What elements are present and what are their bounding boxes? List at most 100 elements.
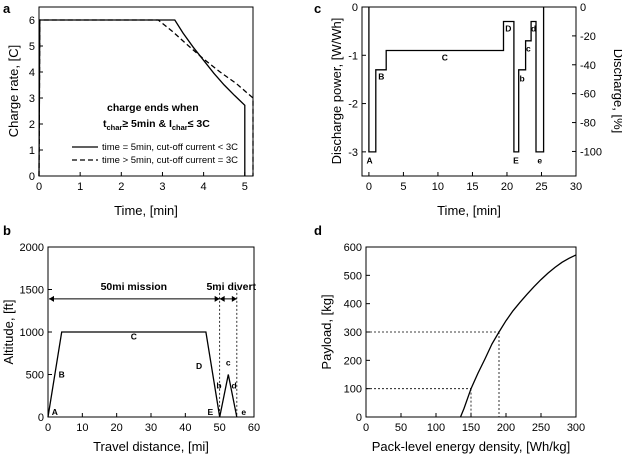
panel-d-ytick-label: 500: [344, 270, 362, 282]
panel-c-segment-labels: A B C D Eb c d e: [367, 23, 543, 165]
panel-b-ytick-label: 500: [26, 370, 44, 382]
panel-c-xtick-label: 15: [466, 181, 478, 193]
panel-b-segment-label: c: [226, 358, 231, 368]
mission-arrow-head-left: [49, 295, 54, 302]
panel-d-ytick-label: 100: [344, 384, 362, 396]
panel-a-ytick-label: 2: [29, 119, 35, 131]
panel-c-ytick-label: -3: [348, 147, 358, 159]
panel-d-ytick-label: 300: [344, 327, 362, 339]
panel-a-ytick-label: 5: [29, 41, 35, 53]
panel-d-series: [459, 254, 577, 418]
panel-a-ytick-label: 0: [29, 171, 35, 183]
panel-c-xtick-label: 10: [432, 181, 444, 193]
i-subscript: char: [172, 123, 188, 132]
panel-d-xtick-label: 100: [427, 422, 445, 434]
panel-c-letter: c: [314, 1, 321, 16]
panel-a-ytick-label: 3: [29, 93, 35, 105]
panel-b-segment-labels: A B C D Eb c d e: [52, 331, 247, 417]
panel-a-ytick-label: 1: [29, 145, 35, 157]
panel-c: c 0 5 10 15 20 25 30 0 -1 -2 -3 0 -20 -40 -60 -80 -100 A…: [314, 1, 622, 218]
panel-c-series-1-line: [368, 7, 545, 153]
panel-b-xtick-label: 20: [111, 422, 123, 434]
panel-a-xlabel: Time, [min]: [114, 203, 178, 218]
panel-b-xtick-label: 30: [145, 422, 157, 434]
panel-c-right-tick-label: -40: [580, 60, 596, 72]
panel-a-series-2-line: [38, 19, 254, 177]
panel-a-annotation-line1: charge ends when: [107, 102, 199, 114]
panel-d-xtick-label: 0: [363, 422, 369, 434]
panel-b-xtick-label: 60: [248, 422, 260, 434]
panel-d-ylabel: Payload, [kg]: [319, 294, 334, 369]
panel-b-segment-label: A: [52, 407, 58, 417]
panel-c-ylabel-right: Discharge, [%]: [611, 49, 622, 134]
panel-c-xtick-label: 30: [570, 181, 582, 193]
panel-c-ylabel: Discharge power, [W/Wh]: [329, 18, 344, 165]
panel-b-ticks: 0 10 20 30 40 50 60 0 500 1000 1500 2000: [20, 242, 261, 434]
panel-a-xtick-label: 5: [242, 181, 248, 193]
panel-c-xtick-label: 20: [501, 181, 513, 193]
panel-d-xlabel: Pack-level energy density, [Wh/kg]: [372, 439, 570, 454]
panel-b-segment-label: B: [59, 370, 65, 380]
panel-b-series: [47, 331, 238, 418]
panel-a-xtick-label: 1: [77, 181, 83, 193]
divert-arrow-head-left: [219, 295, 225, 302]
panel-d-series-1-line: [459, 254, 577, 418]
panel-c-segment-label: C: [442, 52, 448, 62]
panel-c-right-tick-label: -60: [580, 89, 596, 101]
panel-a-ylabel: Charge rate, [C]: [6, 45, 21, 138]
panel-a-ticks: 0 1 2 3 4 5 0 1 2 3 4 5 6: [29, 15, 248, 193]
divert-arrow-head-right: [231, 295, 237, 302]
panel-b-xtick-label: 10: [76, 422, 88, 434]
panel-c-segment-label: b: [520, 74, 525, 84]
condition-text: ≥ 5min & I: [122, 118, 172, 130]
limit-text: ≤ 3C: [188, 118, 211, 130]
panel-b-xtick-label: 0: [45, 422, 51, 434]
divert-label: 5mi divert: [206, 281, 256, 293]
panel-c-ytick-label: -1: [348, 50, 358, 62]
panel-b-xtick-label: 40: [179, 422, 191, 434]
panel-c-segment-label: B: [378, 72, 384, 82]
panel-d-ytick-label: 0: [356, 412, 362, 424]
panel-c-frame: [361, 6, 577, 177]
panel-b-ytick-label: 1500: [20, 285, 44, 297]
panel-d-ytick-label: 600: [344, 242, 362, 254]
panel-c-segment-label: D: [505, 23, 511, 33]
panel-c-ytick-label: 0: [352, 2, 358, 14]
panel-c-ytick-label: -2: [348, 99, 358, 111]
panel-c-segment-label: c: [526, 44, 531, 54]
panel-c-ticks: 0 5 10 15 20 25 30 0 -1 -2 -3 0 -20 -40 -60 -80 -100: [348, 2, 602, 193]
panel-d-guides: [366, 331, 500, 417]
mission-arrow-head-right: [214, 295, 220, 302]
panel-a-xtick-label: 0: [36, 181, 42, 193]
panel-c-xtick-label: 25: [535, 181, 547, 193]
panel-a-xtick-label: 4: [201, 181, 207, 193]
panel-a-annotation-line2: tchar≥ 5min & Ichar≤ 3C: [103, 118, 210, 132]
panel-c-segment-label: d: [531, 23, 536, 33]
panel-a-ytick-label: 6: [29, 15, 35, 27]
panel-c-segment-label: A: [367, 156, 373, 166]
panel-d-xtick-label: 300: [567, 422, 585, 434]
panel-d-ytick-label: 400: [344, 299, 362, 311]
panel-b-xtick-label: 50: [214, 422, 226, 434]
panel-a-xtick-label: 2: [118, 181, 124, 193]
panel-d-xtick-label: 250: [532, 422, 550, 434]
panel-b-xlabel: Travel distance, [mi]: [93, 439, 209, 454]
panel-b-ylabel: Altitude, [ft]: [1, 299, 16, 364]
panel-b: b 0 10 20 30 40 50 60 0 500 1000 1500 2000 A B C D Eb c d…: [1, 223, 260, 454]
panel-c-segment-label: e: [537, 156, 542, 166]
panel-c-xtick-label: 5: [400, 181, 406, 193]
panel-c-xlabel: Time, [min]: [437, 203, 501, 218]
panel-c-segment-label: E: [513, 156, 519, 166]
panel-c-right-tick-label: 0: [580, 2, 586, 14]
panel-a-ytick-label: 4: [29, 67, 35, 79]
legend-dashed-label: time > 5min, cut-off current = 3C: [102, 155, 238, 166]
mission-label: 50mi mission: [101, 281, 168, 293]
panel-b-segment-label: D: [196, 361, 202, 371]
t-subscript: char: [107, 123, 123, 132]
panel-c-right-tick-label: -100: [580, 146, 602, 158]
panel-d-xtick-label: 150: [462, 422, 480, 434]
panel-b-segment-label: C: [131, 331, 137, 341]
panel-a-series-1-line: [38, 19, 246, 177]
